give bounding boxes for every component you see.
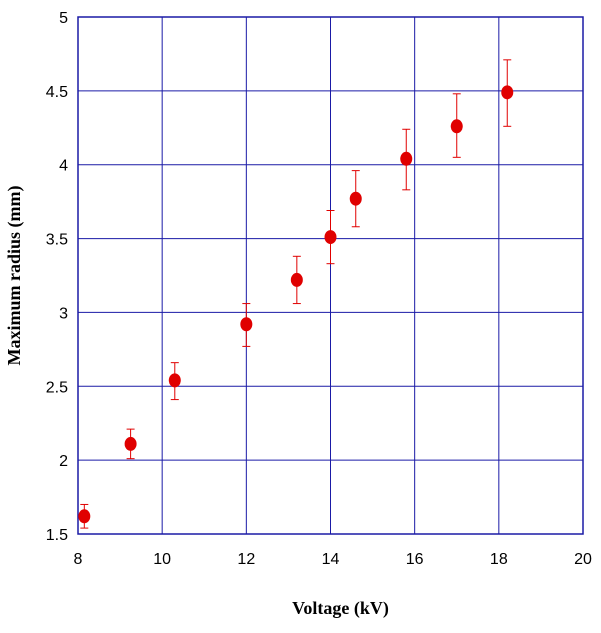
marker <box>324 230 337 245</box>
y-tick-label: 4.5 <box>46 84 68 101</box>
x-tick-label: 10 <box>153 551 171 568</box>
data-point <box>349 170 362 228</box>
data-point <box>124 428 137 460</box>
marker <box>400 151 413 166</box>
marker <box>240 317 253 332</box>
y-axis-ticks: 1.5 2 2.5 3 3.5 4 4.5 5 <box>46 10 68 544</box>
y-tick-label: 1.5 <box>46 527 68 544</box>
x-tick-label: 16 <box>406 551 424 568</box>
grid <box>77 16 584 535</box>
data-point <box>168 362 181 401</box>
data-points <box>78 59 514 529</box>
x-tick-label: 8 <box>74 551 83 568</box>
y-tick-label: 5 <box>59 10 68 27</box>
data-point <box>400 128 413 191</box>
data-point <box>78 503 91 529</box>
y-tick-label: 2.5 <box>46 379 68 396</box>
data-point <box>501 59 514 127</box>
y-tick-label: 3 <box>59 305 68 322</box>
x-axis-ticks: 8 10 12 14 16 18 20 <box>74 551 592 568</box>
x-tick-label: 12 <box>237 551 255 568</box>
y-axis-title: Maximum radius (mm) <box>4 186 25 366</box>
data-point <box>324 210 337 265</box>
marker <box>124 436 137 451</box>
x-axis-title: Voltage (kV) <box>292 598 389 619</box>
x-tick-label: 14 <box>322 551 340 568</box>
y-tick-label: 3.5 <box>46 232 68 249</box>
x-tick-label: 20 <box>574 551 592 568</box>
marker <box>290 272 303 287</box>
marker <box>450 119 463 134</box>
plot-frame <box>77 16 584 535</box>
y-tick-label: 2 <box>59 453 68 470</box>
marker <box>501 85 514 100</box>
x-tick-label: 18 <box>490 551 508 568</box>
data-point <box>450 93 463 158</box>
marker <box>349 191 362 206</box>
y-tick-label: 4 <box>59 158 68 175</box>
marker <box>168 373 181 388</box>
data-point <box>240 303 253 347</box>
data-point <box>290 255 303 305</box>
marker <box>78 509 91 524</box>
